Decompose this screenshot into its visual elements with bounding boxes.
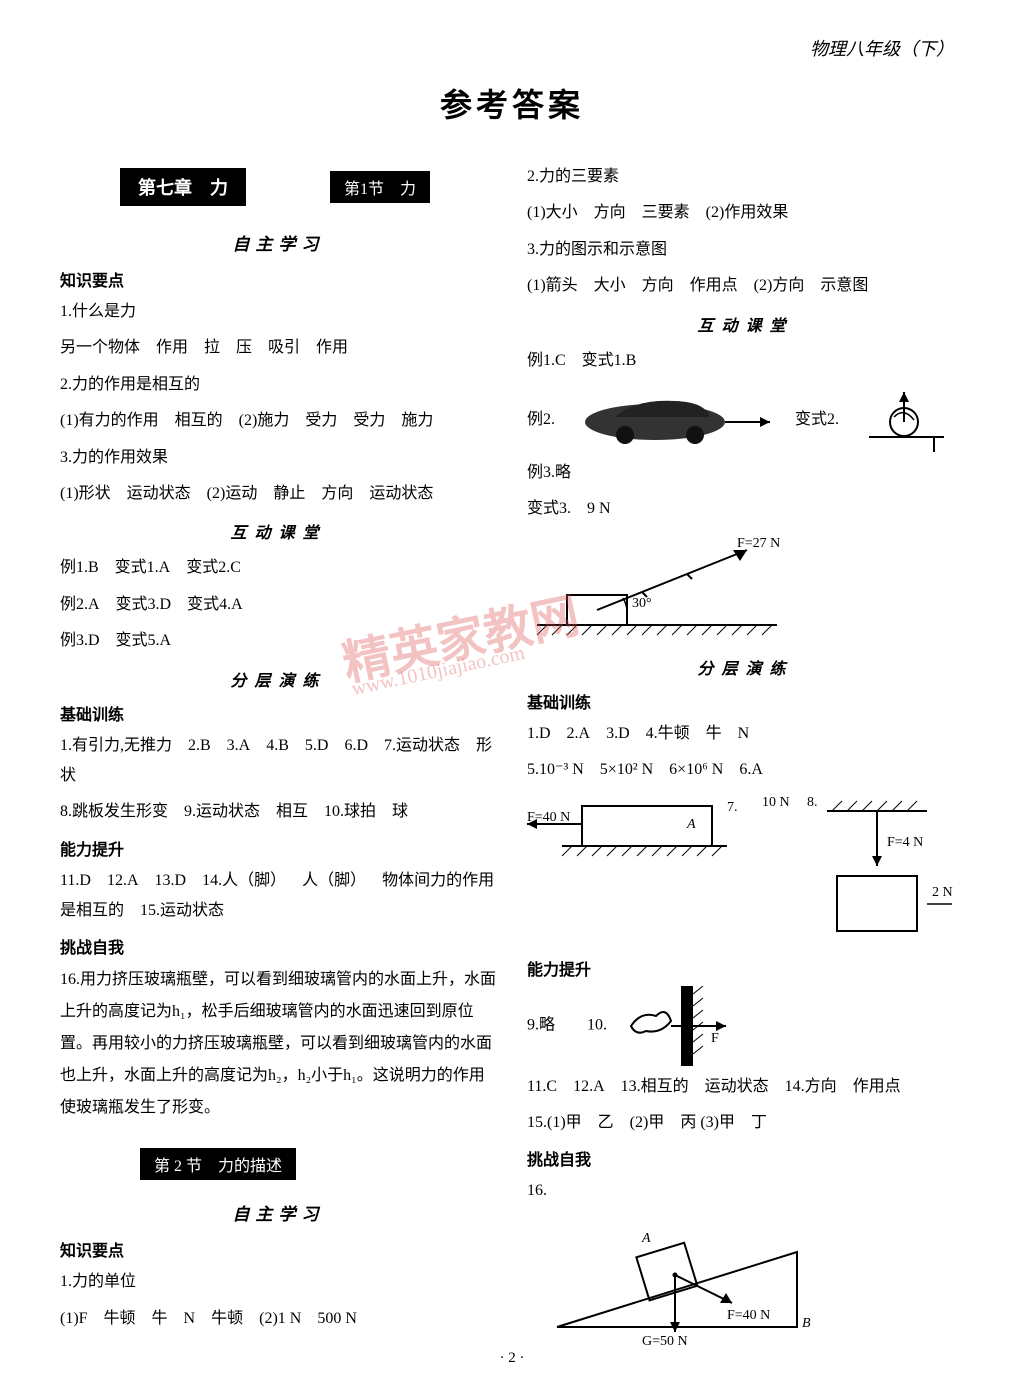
layered-practice-heading: 分层演练 bbox=[60, 667, 497, 691]
q8-label: 8. bbox=[807, 796, 818, 810]
knowledge-label: 知识要点 bbox=[60, 267, 497, 291]
jc2: 8.跳板发生形变 9.运动状态 相互 10.球拍 球 bbox=[60, 797, 497, 827]
a2: (1)有力的作用 相互的 (2)施力 受力 受力 施力 bbox=[60, 406, 497, 436]
page-title: 参考答案 bbox=[60, 80, 964, 126]
q1: 1.什么是力 bbox=[60, 297, 497, 327]
tz1: 16.用力挤压玻璃瓶壁，可以看到细玻璃管内的水面上升，水面上升的高度记为h₁，松… bbox=[60, 964, 497, 1124]
ex1: 例1.B 变式1.A 变式2.C bbox=[60, 553, 497, 583]
two-n-label: 2 N bbox=[932, 885, 953, 900]
rnl1: 9.略 10. F bbox=[527, 986, 964, 1066]
basic-training-label: 基础训练 bbox=[60, 701, 497, 725]
left-column: 第七章 力 第1节 力 自主学习 知识要点 1.什么是力 另一个物体 作用 拉 … bbox=[60, 156, 497, 1357]
page-number: · 2 · bbox=[0, 1350, 1024, 1367]
g-label: G=50 N bbox=[642, 1334, 688, 1347]
rnl3: 15.(1)甲 乙 (2)甲 丙 (3)甲 丁 bbox=[527, 1108, 964, 1138]
layered-practice-heading-r: 分层演练 bbox=[527, 655, 964, 679]
nl1: 11.D 12.A 13.D 14.人（脚） 人（脚） 物体间力的作用是相互的 … bbox=[60, 866, 497, 927]
incline-diagram: A G=50 N F=40 N B bbox=[527, 1217, 964, 1347]
a-label: A bbox=[686, 817, 696, 832]
incline-b-label: B bbox=[802, 1316, 811, 1331]
ball-table-diagram bbox=[859, 382, 949, 452]
q3: 3.力的作用效果 bbox=[60, 443, 497, 473]
right-column: 2.力的三要素 (1)大小 方向 三要素 (2)作用效果 3.力的图示和示意图 … bbox=[527, 156, 964, 1357]
self-study-heading-2: 自主学习 bbox=[60, 1200, 497, 1225]
car-diagram bbox=[575, 387, 775, 447]
challenge-label-r: 挑战自我 bbox=[527, 1146, 964, 1170]
challenge-label: 挑战自我 bbox=[60, 934, 497, 958]
ability-label: 能力提升 bbox=[60, 836, 497, 860]
r1a: (1)大小 方向 三要素 (2)作用效果 bbox=[527, 198, 964, 228]
bs2-label: 变式2. bbox=[795, 405, 839, 429]
r2a: (1)箭头 大小 方向 作用点 (2)方向 示意图 bbox=[527, 271, 964, 301]
rex3: 例3.略 bbox=[527, 458, 964, 488]
ability-label-r: 能力提升 bbox=[527, 956, 964, 980]
rnl2: 11.C 12.A 13.相互的 运动状态 14.方向 作用点 bbox=[527, 1072, 964, 1102]
f4-label: F=4 N bbox=[887, 835, 923, 850]
force-boxes-diagram: F=40 N A 7. 10 N 8. bbox=[527, 796, 964, 946]
r2: 3.力的图示和示意图 bbox=[527, 235, 964, 265]
force-label: F=27 N bbox=[737, 536, 780, 551]
knowledge-label-2: 知识要点 bbox=[60, 1237, 497, 1261]
basic-training-label-r: 基础训练 bbox=[527, 689, 964, 713]
q2: 2.力的作用是相互的 bbox=[60, 370, 497, 400]
ex2: 例2.A 变式3.D 变式4.A bbox=[60, 590, 497, 620]
section1-banner: 第1节 力 bbox=[330, 171, 430, 203]
rtz1: 16. bbox=[527, 1176, 964, 1206]
rjc2: 5.10⁻³ N 5×10² N 6×10⁶ N 6.A bbox=[527, 755, 964, 785]
incline-a-label: A bbox=[641, 1231, 651, 1246]
self-study-heading: 自主学习 bbox=[60, 230, 497, 255]
s2q1: 1.力的单位 bbox=[60, 1267, 497, 1297]
a1: 另一个物体 作用 拉 压 吸引 作用 bbox=[60, 333, 497, 363]
incline-f-label: F=40 N bbox=[727, 1308, 770, 1323]
section2-banner: 第 2 节 力的描述 bbox=[140, 1148, 296, 1180]
jc1: 1.有引力,无推力 2.B 3.A 4.B 5.D 6.D 7.运动状态 形状 bbox=[60, 731, 497, 792]
interactive-heading: 互动课堂 bbox=[60, 519, 497, 543]
ex3: 例3.D 变式5.A bbox=[60, 626, 497, 656]
rjc1: 1.D 2.A 3.D 4.牛顿 牛 N bbox=[527, 719, 964, 749]
rex2-label: 例2. bbox=[527, 405, 555, 429]
angle-label: 30° bbox=[632, 596, 652, 611]
header-subject: 物理八年级（下） bbox=[810, 35, 954, 61]
rbs3: 变式3. 9 N bbox=[527, 494, 964, 524]
rex1: 例1.C 变式1.B bbox=[527, 346, 964, 376]
r1: 2.力的三要素 bbox=[527, 162, 964, 192]
angle-force-diagram: 30° F=27 N bbox=[527, 535, 964, 645]
chapter-banner: 第七章 力 bbox=[120, 168, 246, 206]
hand-wall-diagram: F bbox=[611, 986, 741, 1066]
a3: (1)形状 运动状态 (2)运动 静止 方向 运动状态 bbox=[60, 479, 497, 509]
ten-n-label: 10 N bbox=[762, 796, 790, 810]
hand-f-label: F bbox=[711, 1031, 719, 1046]
interactive-heading-r: 互动课堂 bbox=[527, 312, 964, 336]
q7-label: 7. bbox=[727, 800, 738, 815]
s2a1: (1)F 牛顿 牛 N 牛顿 (2)1 N 500 N bbox=[60, 1304, 497, 1334]
